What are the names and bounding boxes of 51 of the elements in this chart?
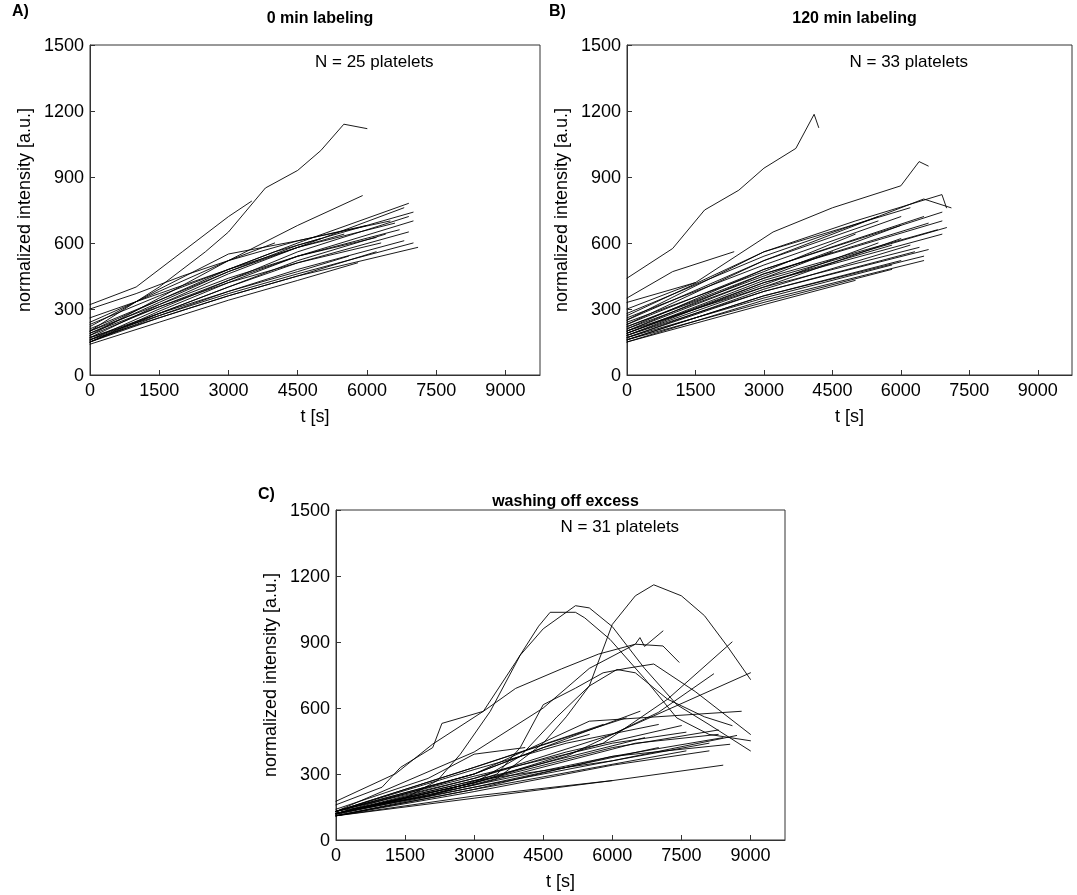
x-tick-label: 6000 (880, 380, 921, 400)
x-tick-label: 1500 (675, 380, 716, 400)
y-tick-label: 300 (590, 299, 621, 319)
annotation: N = 31 platelets (560, 517, 680, 536)
annotation: N = 25 platelets (315, 52, 434, 71)
y-tick-label: 1500 (580, 35, 621, 55)
chart-title: 0 min labeling (266, 8, 374, 26)
x-tick-label: 1500 (139, 380, 180, 400)
y-tick-label: 1500 (43, 35, 84, 55)
y-tick-label: 300 (53, 299, 84, 319)
y-tick-label: 1500 (289, 500, 330, 520)
y-tick-label: 1200 (43, 101, 84, 121)
y-tick-label: 300 (299, 764, 330, 784)
text: B) (549, 1, 566, 19)
y-tick-label: 0 (319, 830, 330, 850)
y-tick-label: 900 (590, 167, 621, 187)
x-tick-label: 6000 (346, 380, 387, 400)
x-tick-label: 7500 (416, 380, 457, 400)
y-tick-label: 1200 (289, 566, 330, 586)
x-tick-label: 4500 (812, 380, 853, 400)
x-tick-label: 1500 (385, 845, 426, 865)
x-tick-label: 4500 (277, 380, 318, 400)
y-tick-label: 900 (299, 632, 330, 652)
x-tick-label: 9000 (1017, 380, 1058, 400)
y-tick-label: 900 (53, 167, 84, 187)
x-axis-title: t [s] (834, 406, 865, 426)
chart-title: 120 min labeling (792, 8, 917, 26)
text: C) (258, 484, 275, 502)
chart-title: washing off excess (491, 491, 639, 509)
y-tick-label: 600 (299, 698, 330, 718)
x-axis-title: t [s] (300, 406, 330, 426)
x-tick-label: 3000 (208, 380, 249, 400)
x-tick-label: 3000 (743, 380, 784, 400)
x-tick-label: 9000 (730, 845, 771, 865)
y-axis-title: normalized intensity [a.u.] (260, 572, 281, 778)
y-tick-label: 600 (590, 233, 621, 253)
x-tick-label: 6000 (592, 845, 633, 865)
x-axis-title: t [s] (545, 871, 576, 891)
x-tick-label: 9000 (485, 380, 526, 400)
y-tick-label: 1200 (580, 101, 621, 121)
x-tick-label: 7500 (949, 380, 990, 400)
x-tick-label: 3000 (454, 845, 495, 865)
y-tick-label: 0 (73, 365, 84, 385)
y-tick-label: 600 (53, 233, 84, 253)
y-axis-title: normalized intensity [a.u.] (14, 107, 35, 313)
x-tick-label: 7500 (661, 845, 702, 865)
y-axis-title: normalized intensity [a.u.] (551, 107, 572, 313)
x-tick-label: 4500 (523, 845, 564, 865)
annotation: N = 33 platelets (849, 52, 969, 71)
y-tick-label: 0 (610, 365, 621, 385)
text: A) (12, 1, 29, 19)
